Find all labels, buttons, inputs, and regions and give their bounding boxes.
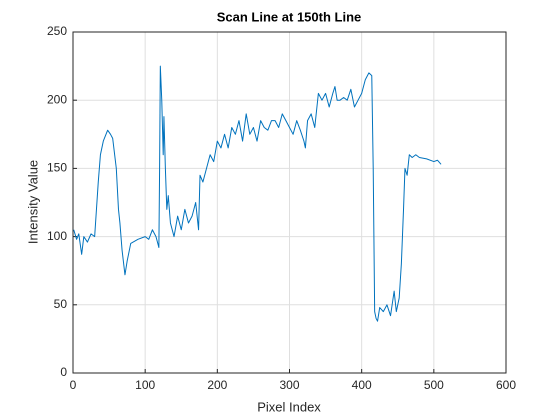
chart-title: Scan Line at 150th Line bbox=[217, 9, 362, 24]
y-tick-label: 0 bbox=[60, 365, 67, 379]
x-tick-label: 300 bbox=[279, 378, 299, 392]
x-tick-label: 400 bbox=[352, 378, 372, 392]
x-tick-label: 100 bbox=[135, 378, 155, 392]
x-tick-label: 600 bbox=[496, 378, 516, 392]
y-axis-label: Intensity Value bbox=[25, 160, 40, 244]
y-tick-label: 250 bbox=[47, 24, 67, 38]
y-tick-label: 150 bbox=[47, 161, 67, 175]
y-tick-label: 50 bbox=[54, 297, 68, 311]
x-tick-label: 500 bbox=[424, 378, 444, 392]
x-tick-label: 200 bbox=[207, 378, 227, 392]
y-tick-label: 200 bbox=[47, 92, 67, 106]
x-axis-label: Pixel Index bbox=[257, 399, 321, 414]
line bbox=[73, 65, 442, 322]
y-tick-label: 100 bbox=[47, 229, 67, 243]
x-tick-label: 0 bbox=[70, 378, 77, 392]
axes-box bbox=[72, 31, 507, 374]
